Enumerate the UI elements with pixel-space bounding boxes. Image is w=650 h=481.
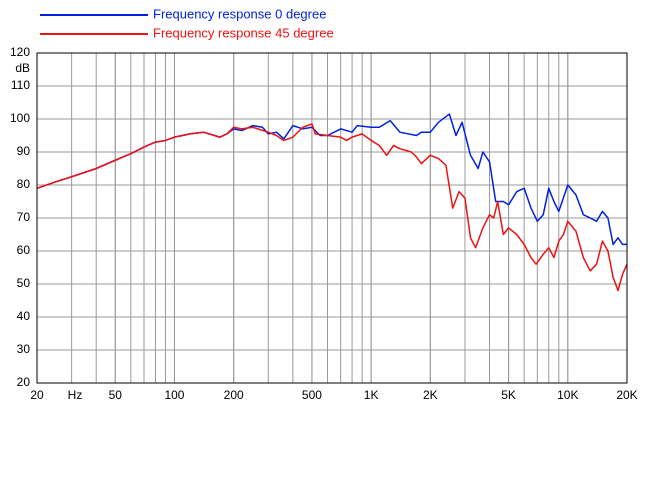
y-tick-label: 80 <box>17 177 31 191</box>
grid <box>36 52 628 384</box>
x-tick-label: 2K <box>423 388 438 402</box>
y-unit: dB <box>15 61 30 75</box>
y-tick-label: 40 <box>17 309 31 323</box>
x-unit: Hz <box>68 388 83 402</box>
x-tick-label: 100 <box>164 388 184 402</box>
y-tick-label: 100 <box>10 111 30 125</box>
x-tick-label: 20K <box>616 388 637 402</box>
legend-label: Frequency response 45 degree <box>153 25 334 40</box>
x-tick-label: 1K <box>364 388 379 402</box>
x-tick-label: 20 <box>30 388 44 402</box>
y-tick-label: 110 <box>11 78 30 92</box>
y-tick-label: 50 <box>17 276 31 290</box>
y-tick-label: 70 <box>17 210 31 224</box>
x-tick-label: 200 <box>224 388 244 402</box>
x-tick-label: 50 <box>109 388 123 402</box>
plot-frame <box>36 52 628 384</box>
x-tick-label: 500 <box>302 388 322 402</box>
series-line <box>36 123 628 292</box>
y-tick-label: 30 <box>17 342 31 356</box>
y-tick-label: 90 <box>17 144 31 158</box>
legend-label: Frequency response 0 degree <box>153 6 326 21</box>
plot-lines <box>36 113 628 292</box>
y-tick-label: 60 <box>17 243 31 257</box>
x-tick-label: 10K <box>557 388 578 402</box>
x-tick-label: 5K <box>501 388 516 402</box>
y-tick-label: 20 <box>17 375 31 389</box>
y-tick-label: 120 <box>10 45 30 59</box>
legend: Frequency response 0 degree Frequency res… <box>40 6 334 40</box>
